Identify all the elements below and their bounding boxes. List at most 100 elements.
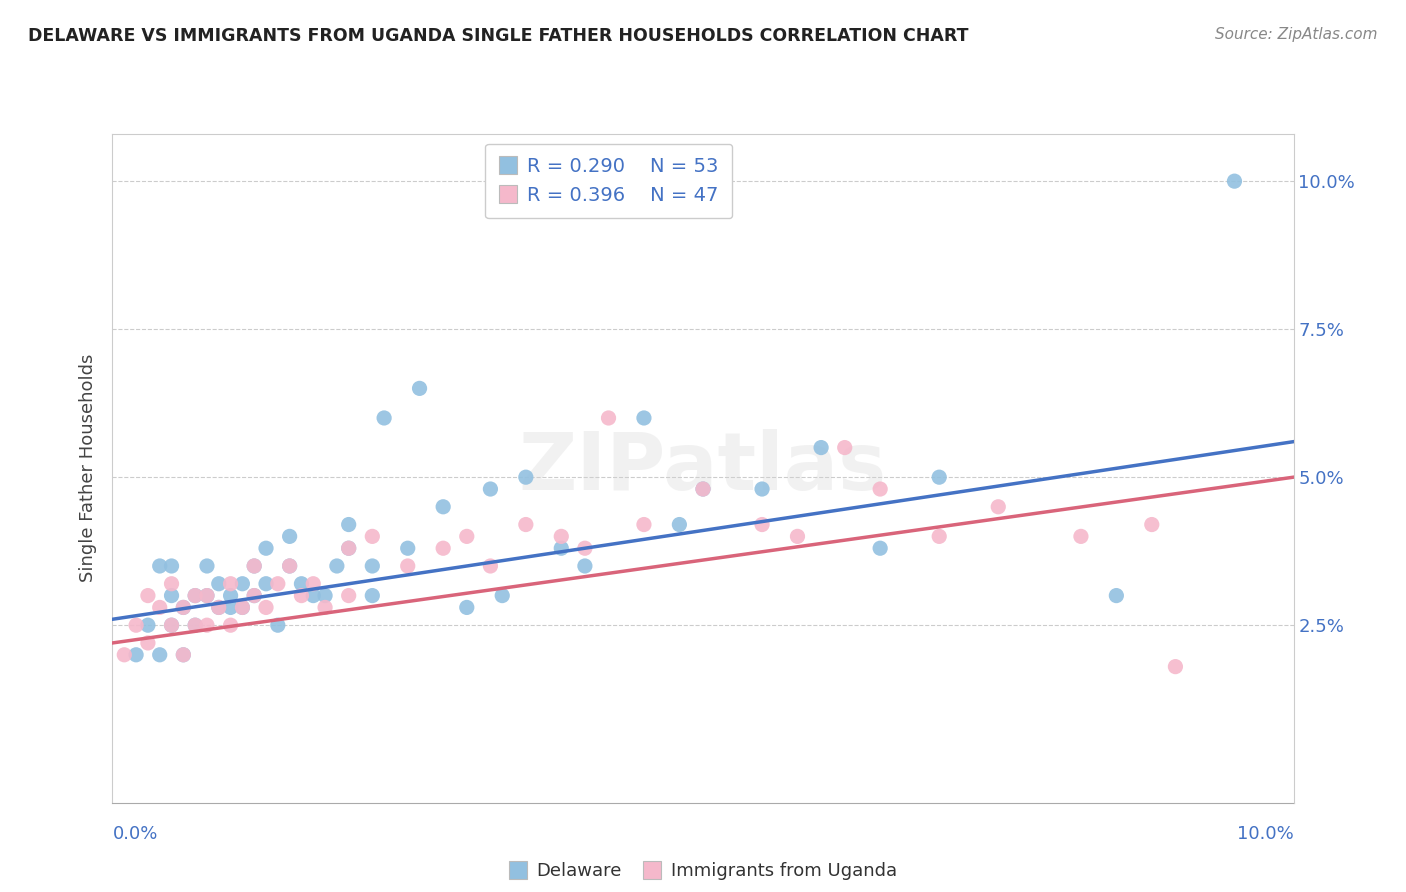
Point	[243, 589, 266, 603]
Point	[515, 517, 537, 532]
Point	[243, 559, 266, 574]
Point	[254, 600, 277, 615]
Point	[786, 529, 808, 543]
Point	[290, 589, 312, 603]
Point	[326, 559, 349, 574]
Point	[337, 541, 360, 556]
Point	[160, 559, 183, 574]
Point	[278, 529, 301, 543]
Point	[361, 589, 384, 603]
Text: ZIPatlas: ZIPatlas	[519, 429, 887, 508]
Point	[515, 470, 537, 484]
Point	[987, 500, 1010, 514]
Point	[479, 559, 502, 574]
Point	[869, 482, 891, 496]
Point	[834, 441, 856, 455]
Point	[290, 576, 312, 591]
Point	[361, 529, 384, 543]
Point	[574, 559, 596, 574]
Point	[432, 500, 454, 514]
Point	[231, 576, 253, 591]
Point	[278, 559, 301, 574]
Point	[149, 648, 172, 662]
Point	[208, 600, 231, 615]
Point	[574, 541, 596, 556]
Point	[208, 576, 231, 591]
Point	[136, 589, 159, 603]
Point	[195, 589, 218, 603]
Point	[633, 411, 655, 425]
Point	[550, 541, 572, 556]
Point	[928, 470, 950, 484]
Text: 0.0%: 0.0%	[112, 825, 157, 843]
Point	[456, 529, 478, 543]
Point	[278, 559, 301, 574]
Point	[1105, 589, 1128, 603]
Point	[172, 600, 194, 615]
Point	[219, 589, 242, 603]
Point	[302, 589, 325, 603]
Y-axis label: Single Father Households: Single Father Households	[79, 354, 97, 582]
Point	[456, 600, 478, 615]
Point	[195, 618, 218, 632]
Point	[668, 517, 690, 532]
Point	[1164, 659, 1187, 673]
Point	[337, 517, 360, 532]
Point	[869, 541, 891, 556]
Point	[195, 589, 218, 603]
Point	[243, 589, 266, 603]
Point	[491, 589, 513, 603]
Point	[125, 648, 148, 662]
Point	[254, 541, 277, 556]
Point	[184, 589, 207, 603]
Point	[184, 618, 207, 632]
Point	[928, 529, 950, 543]
Point	[160, 618, 183, 632]
Point	[633, 517, 655, 532]
Point	[479, 482, 502, 496]
Point	[219, 600, 242, 615]
Point	[208, 600, 231, 615]
Point	[337, 589, 360, 603]
Point	[267, 618, 290, 632]
Legend: Delaware, Immigrants from Uganda: Delaware, Immigrants from Uganda	[502, 855, 904, 888]
Point	[1140, 517, 1163, 532]
Point	[172, 600, 194, 615]
Text: DELAWARE VS IMMIGRANTS FROM UGANDA SINGLE FATHER HOUSEHOLDS CORRELATION CHART: DELAWARE VS IMMIGRANTS FROM UGANDA SINGL…	[28, 27, 969, 45]
Point	[361, 559, 384, 574]
Point	[692, 482, 714, 496]
Point	[231, 600, 253, 615]
Point	[810, 441, 832, 455]
Point	[112, 648, 135, 662]
Point	[550, 529, 572, 543]
Point	[1223, 174, 1246, 188]
Point	[314, 600, 336, 615]
Point	[136, 618, 159, 632]
Point	[254, 576, 277, 591]
Point	[219, 618, 242, 632]
Point	[751, 482, 773, 496]
Point	[751, 517, 773, 532]
Point	[1070, 529, 1092, 543]
Point	[598, 411, 620, 425]
Text: Source: ZipAtlas.com: Source: ZipAtlas.com	[1215, 27, 1378, 42]
Text: 10.0%: 10.0%	[1237, 825, 1294, 843]
Point	[302, 576, 325, 591]
Point	[373, 411, 395, 425]
Point	[337, 541, 360, 556]
Point	[408, 381, 430, 395]
Point	[219, 576, 242, 591]
Point	[396, 559, 419, 574]
Point	[172, 648, 194, 662]
Point	[172, 648, 194, 662]
Point	[160, 576, 183, 591]
Point	[243, 559, 266, 574]
Point	[149, 600, 172, 615]
Point	[125, 618, 148, 632]
Point	[136, 636, 159, 650]
Point	[195, 559, 218, 574]
Point	[160, 589, 183, 603]
Point	[149, 559, 172, 574]
Point	[267, 576, 290, 591]
Point	[231, 600, 253, 615]
